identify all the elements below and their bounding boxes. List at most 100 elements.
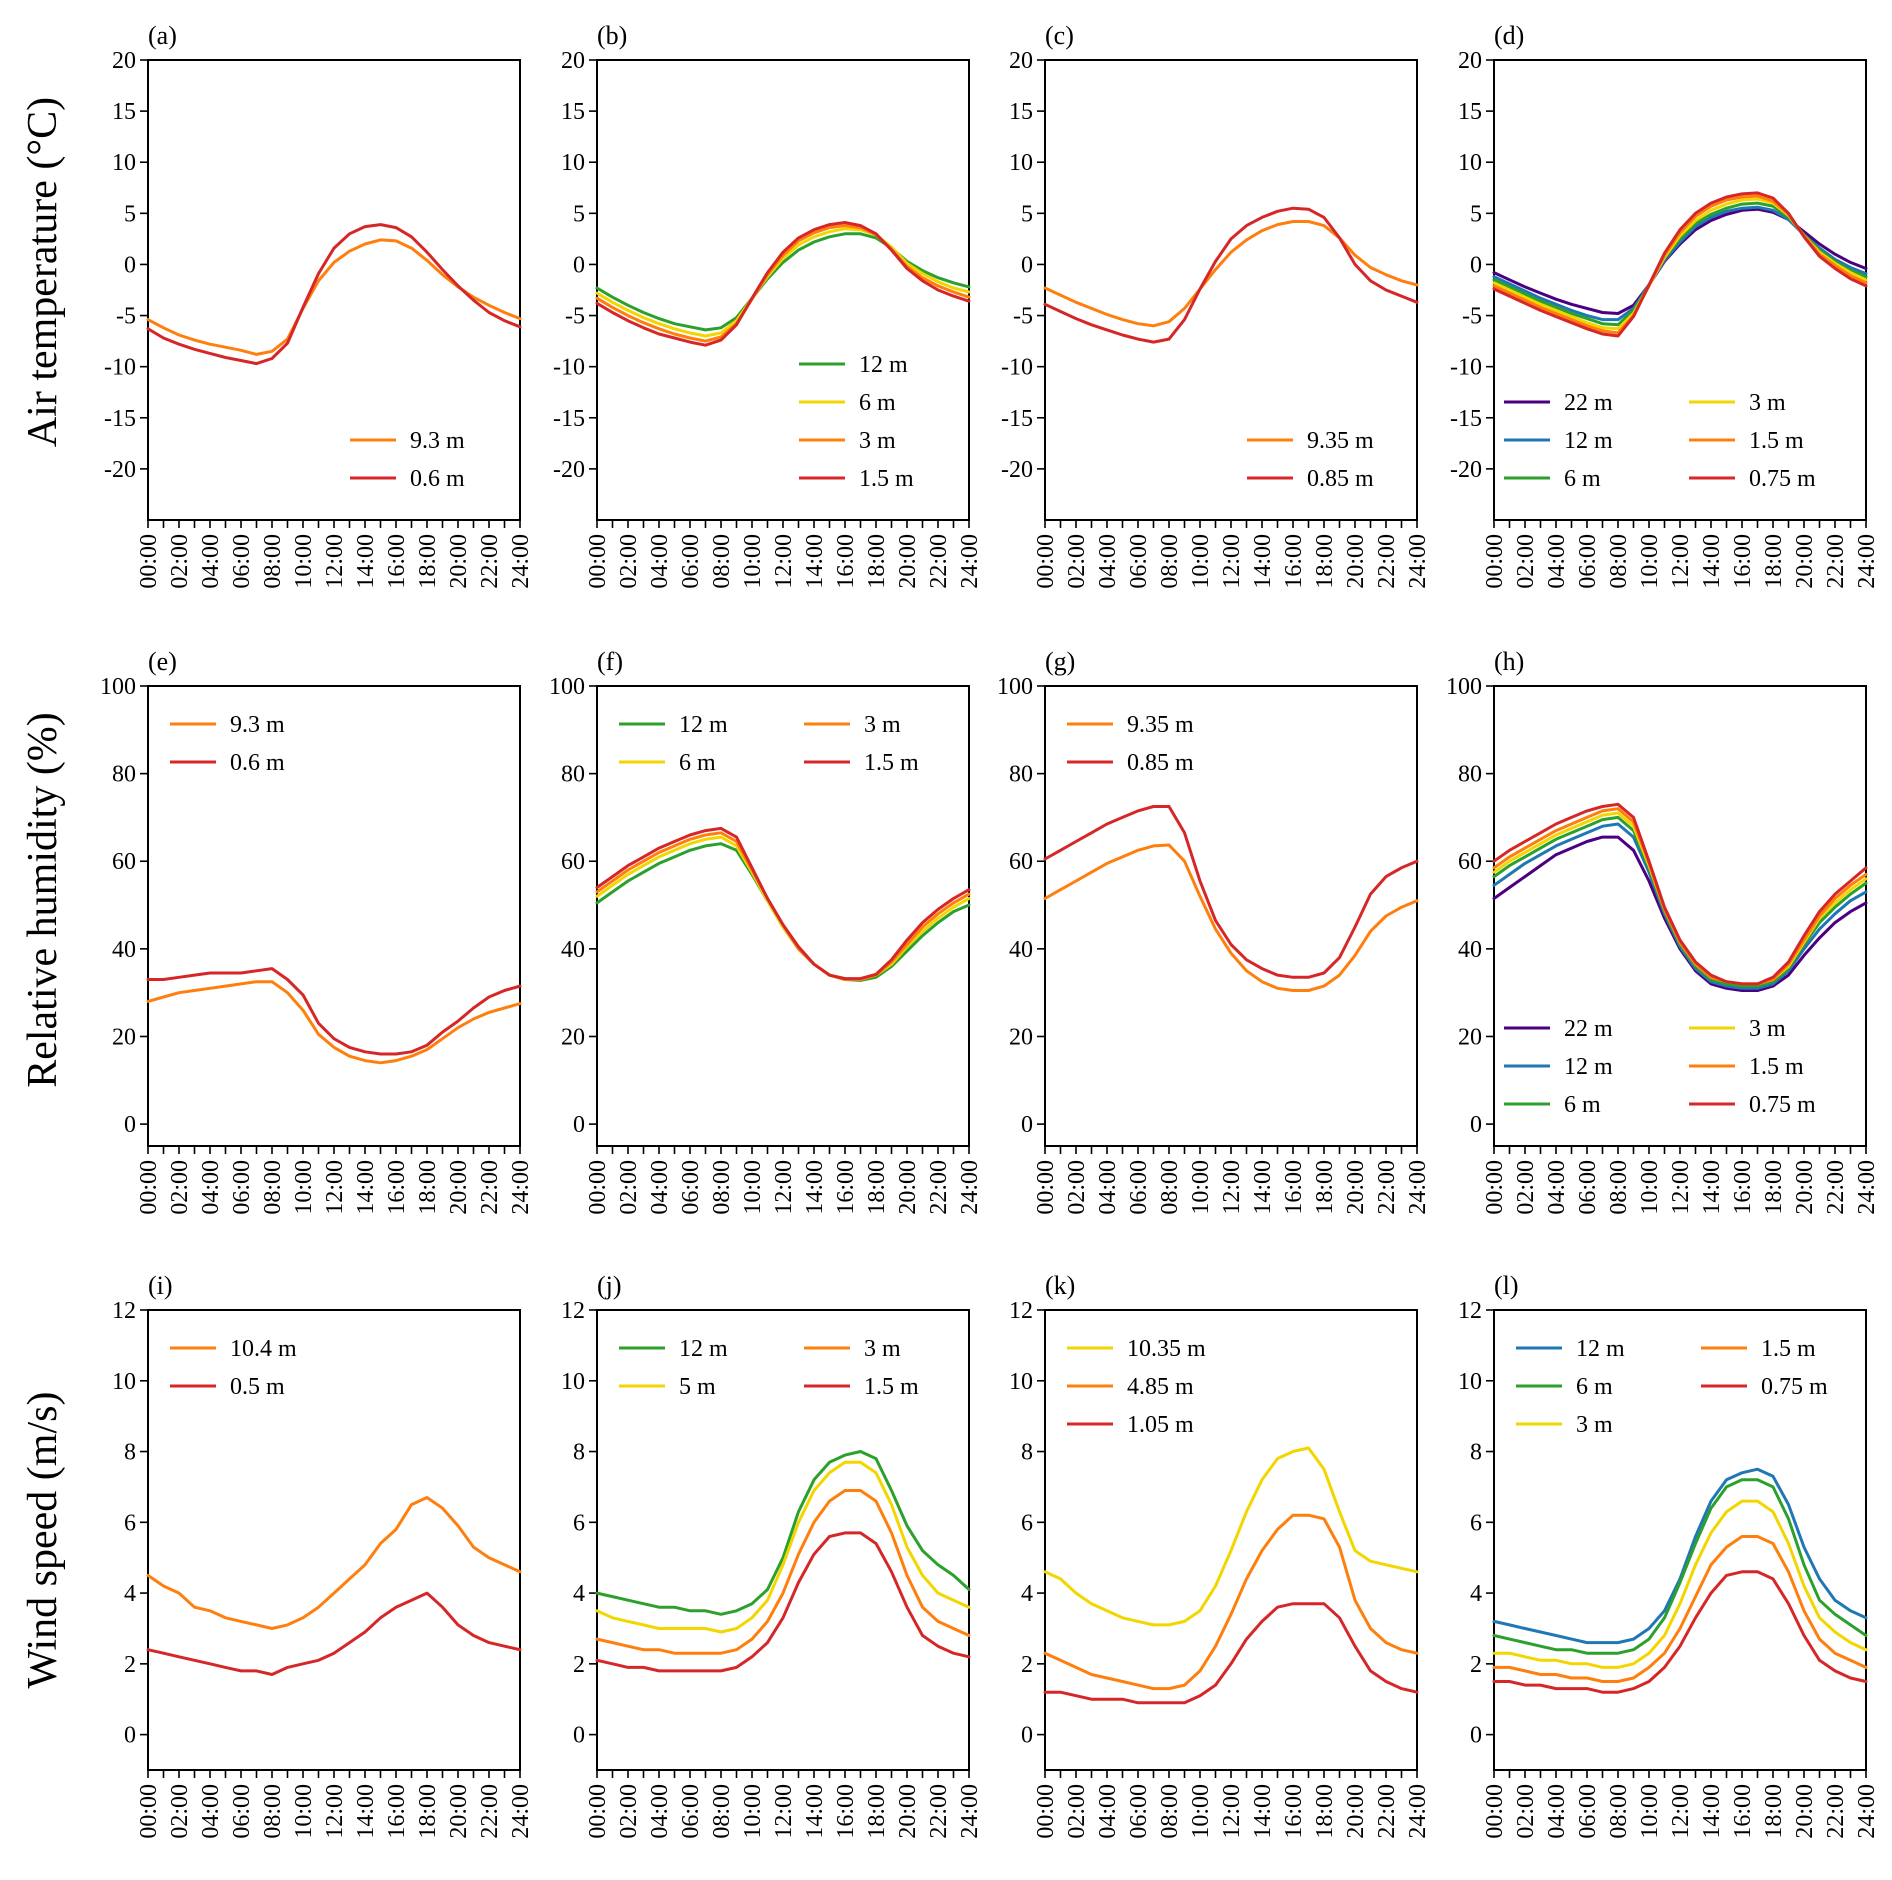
legend-label-0-75-m: 0.75 m xyxy=(1761,1374,1828,1400)
x-tick-label: 20:00 xyxy=(1792,534,1818,589)
x-tick-label: 24:00 xyxy=(1854,1160,1880,1215)
x-tick-label: 18:00 xyxy=(864,1784,890,1839)
y-tick-label: 10 xyxy=(1458,150,1482,176)
y-tick-label: 4 xyxy=(573,1581,585,1607)
y-tick-label: 60 xyxy=(1458,849,1482,875)
x-tick-label: 04:00 xyxy=(198,534,224,589)
legend-label-0-85-m: 0.85 m xyxy=(1127,750,1194,776)
y-tick-label: 0 xyxy=(573,252,585,278)
y-tick-label: 6 xyxy=(1021,1510,1033,1536)
x-tick-label: 22:00 xyxy=(1823,534,1849,589)
y-tick-label: 80 xyxy=(561,762,585,788)
legend: 12 m 6 m 3 m 1.5 m 0.75 m xyxy=(1516,1336,1828,1438)
x-tick-label: 22:00 xyxy=(1374,1784,1400,1839)
legend-label-6-m: 6 m xyxy=(679,750,716,776)
y-tick-label: 4 xyxy=(1021,1581,1033,1607)
x-tick-label: 24:00 xyxy=(1854,1784,1880,1839)
x-tick-label: 02:00 xyxy=(1513,1784,1539,1839)
x-tick-label: 18:00 xyxy=(415,534,441,589)
x-tick-label: 00:00 xyxy=(1033,1160,1059,1215)
x-tick-label: 06:00 xyxy=(1126,1784,1152,1839)
series-line-3-m xyxy=(595,224,971,343)
x-tick-label: 02:00 xyxy=(167,1160,193,1215)
x-tick-label: 10:00 xyxy=(291,534,317,589)
y-tick-label: 15 xyxy=(1458,99,1482,125)
x-tick-label: 16:00 xyxy=(384,1784,410,1839)
y-tick-label: 0 xyxy=(124,252,136,278)
series-line-1-5-m xyxy=(595,826,971,981)
y-tick-label: 12 xyxy=(1458,1298,1482,1324)
y-tick-label: 6 xyxy=(1470,1510,1482,1536)
series-line-12-m xyxy=(1492,822,1868,990)
panel-label-j: (j) xyxy=(597,1271,622,1300)
series-line-9-35-m xyxy=(1043,220,1419,328)
y-tick-label: 5 xyxy=(1470,201,1482,227)
legend-label-9-3-m: 9.3 m xyxy=(410,428,465,454)
x-tick-label: 22:00 xyxy=(926,1784,952,1839)
x-tick-label: 16:00 xyxy=(833,1784,859,1839)
legend-label-3-m: 3 m xyxy=(1749,1016,1786,1042)
legend-label-12-m: 12 m xyxy=(679,712,728,738)
x-tick-label: 06:00 xyxy=(1575,1784,1601,1839)
x-tick-label: 00:00 xyxy=(1482,534,1508,589)
legend-label-3-m: 3 m xyxy=(864,712,901,738)
x-tick-label: 00:00 xyxy=(585,1160,611,1215)
x-tick-label: 06:00 xyxy=(678,1160,704,1215)
panel-label-f: (f) xyxy=(597,647,623,676)
legend-label-1-5-m: 1.5 m xyxy=(864,750,919,776)
x-tick-label: 04:00 xyxy=(1095,1784,1121,1839)
y-tick-label: 10 xyxy=(561,1369,585,1395)
x-tick-label: 14:00 xyxy=(1250,1784,1276,1839)
y-tick-label: 0 xyxy=(573,1723,585,1749)
y-tick-label: 2 xyxy=(1470,1652,1482,1678)
y-tick-label: -15 xyxy=(1001,406,1033,432)
y-tick-label: 2 xyxy=(124,1652,136,1678)
x-tick-label: 12:00 xyxy=(1219,1784,1245,1839)
x-tick-label: 08:00 xyxy=(1606,1784,1632,1839)
y-tick-label: -20 xyxy=(104,457,136,483)
y-tick-label: 4 xyxy=(1470,1581,1482,1607)
legend: 9.35 m 0.85 m xyxy=(1247,428,1374,492)
x-tick-label: 22:00 xyxy=(477,1784,503,1839)
legend: 12 m 5 m 3 m 1.5 m xyxy=(619,1336,919,1400)
panel-l: (l) 12 10 8 6 4 2 0 00:00 02:00 04:00 06:00 08:00 10:… xyxy=(1458,1271,1880,1839)
x-tick-label: 06:00 xyxy=(1575,534,1601,589)
x-tick-label: 24:00 xyxy=(1405,534,1431,589)
x-tick-label: 18:00 xyxy=(1761,1784,1787,1839)
y-tick-label: 100 xyxy=(549,674,585,700)
x-tick-label: 22:00 xyxy=(1374,534,1400,589)
x-tick-label: 14:00 xyxy=(353,534,379,589)
y-tick-label: 4 xyxy=(124,1581,136,1607)
x-tick-label: 10:00 xyxy=(1188,1160,1214,1215)
x-tick-label: 18:00 xyxy=(415,1784,441,1839)
x-tick-label: 06:00 xyxy=(229,534,255,589)
x-tick-label: 00:00 xyxy=(136,1160,162,1215)
series-line-12-m xyxy=(595,1450,971,1616)
y-tick-label: -10 xyxy=(1001,355,1033,381)
legend-label-10-35-m: 10.35 m xyxy=(1127,1336,1206,1362)
series-line-6-m xyxy=(1492,1478,1868,1655)
x-tick-label: 04:00 xyxy=(1095,1160,1121,1215)
x-tick-label: 06:00 xyxy=(1575,1160,1601,1215)
legend-label-9-35-m: 9.35 m xyxy=(1307,428,1374,454)
axes-frame xyxy=(1493,59,1867,521)
panel-i: (i) 12 10 8 6 4 2 0 00:00 02:00 04:00 06:00 08:00 10:… xyxy=(112,1271,534,1839)
legend-label-1-5-m: 1.5 m xyxy=(1761,1336,1816,1362)
y-tick-label: 5 xyxy=(1021,201,1033,227)
x-tick-label: 02:00 xyxy=(616,1784,642,1839)
x-tick-label: 08:00 xyxy=(1157,1784,1183,1839)
y-tick-label: -10 xyxy=(104,355,136,381)
x-tick-label: 10:00 xyxy=(1637,1784,1663,1839)
x-tick-label: 14:00 xyxy=(353,1784,379,1839)
legend-label-4-85-m: 4.85 m xyxy=(1127,1374,1194,1400)
y-tick-label: 0 xyxy=(1021,252,1033,278)
x-tick-label: 06:00 xyxy=(1126,1160,1152,1215)
legend-label-1-05-m: 1.05 m xyxy=(1127,1412,1194,1438)
panel-label-l: (l) xyxy=(1494,1271,1519,1300)
series-line-22-m xyxy=(1492,207,1868,315)
series-line-3-m xyxy=(595,1489,971,1655)
legend: 22 m 12 m 6 m 3 m 1.5 m 0.75 m xyxy=(1504,1016,1816,1118)
x-tick-label: 00:00 xyxy=(136,1784,162,1839)
x-tick-label: 10:00 xyxy=(1637,1160,1663,1215)
x-tick-label: 02:00 xyxy=(1064,534,1090,589)
